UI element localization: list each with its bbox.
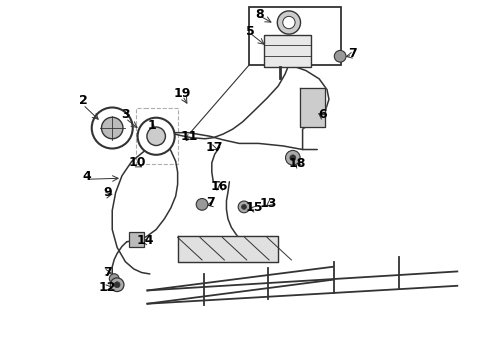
Circle shape [290,155,296,161]
Circle shape [92,108,133,149]
Text: 14: 14 [136,234,154,247]
Circle shape [114,282,120,288]
Text: 16: 16 [211,180,228,193]
Circle shape [109,274,119,283]
Circle shape [283,16,295,29]
Text: 7: 7 [103,266,112,279]
Circle shape [147,127,166,145]
Text: 15: 15 [246,202,264,215]
Text: 10: 10 [129,156,147,169]
Text: 9: 9 [103,186,112,199]
Circle shape [334,50,346,62]
Text: 12: 12 [98,281,116,294]
Bar [264,35,311,67]
Circle shape [101,117,123,139]
Circle shape [110,278,124,292]
Text: 17: 17 [206,140,223,153]
Circle shape [286,150,300,165]
Circle shape [277,11,300,34]
Polygon shape [178,235,278,262]
Text: 2: 2 [78,94,87,107]
Bar [129,232,145,247]
Circle shape [238,201,250,213]
Circle shape [196,198,208,210]
Text: 5: 5 [245,25,254,38]
Text: 13: 13 [260,197,277,210]
Text: 19: 19 [174,87,191,100]
Text: 8: 8 [255,8,264,21]
Text: 3: 3 [121,108,130,121]
Text: 7: 7 [206,196,215,209]
Text: 18: 18 [289,157,306,170]
Circle shape [242,204,246,209]
Polygon shape [300,88,324,127]
Text: 4: 4 [82,170,91,183]
Bar [249,7,341,65]
Text: 11: 11 [180,130,197,143]
Circle shape [138,118,175,155]
Text: 7: 7 [348,47,357,60]
Text: 1: 1 [148,119,157,132]
Text: 6: 6 [318,108,326,121]
